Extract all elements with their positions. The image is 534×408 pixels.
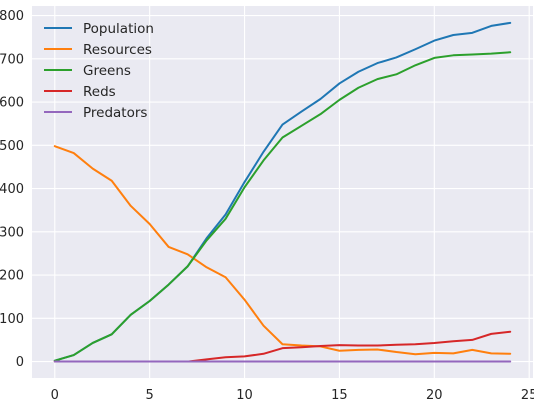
- legend-label-reds: Reds: [83, 84, 116, 100]
- x-tick-label: 10: [236, 388, 253, 403]
- series-line-resources: [53, 145, 512, 356]
- y-axis-ticks: 0 100 200 300 400 500 600 700 800: [0, 9, 24, 370]
- y-tick-label: 600: [0, 96, 24, 111]
- y-tick-label: 0: [16, 355, 24, 370]
- legend-label-population: Population: [83, 21, 154, 37]
- x-axis-ticks: 0 5 10 15 20 25: [51, 388, 534, 403]
- y-tick-label: 700: [0, 52, 24, 67]
- y-tick-label: 200: [0, 269, 24, 284]
- gridlines: [32, 6, 533, 378]
- legend-label-greens: Greens: [83, 63, 131, 79]
- x-tick-label: 5: [146, 388, 154, 403]
- legend-label-resources: Resources: [83, 42, 152, 58]
- legend-label-predators: Predators: [83, 105, 147, 121]
- y-tick-label: 100: [0, 312, 24, 327]
- legend: Population Resources Greens Reds Predators: [44, 21, 154, 121]
- y-tick-label: 500: [0, 139, 24, 154]
- series-line-greens: [53, 51, 512, 362]
- x-tick-label: 25: [521, 388, 534, 403]
- x-tick-label: 20: [426, 388, 443, 403]
- x-tick-label: 15: [331, 388, 348, 403]
- y-tick-label: 800: [0, 9, 24, 24]
- x-tick-label: 0: [51, 388, 59, 403]
- y-tick-label: 300: [0, 225, 24, 240]
- plot-area: [32, 6, 533, 378]
- y-tick-label: 400: [0, 182, 24, 197]
- series-lines: [53, 21, 512, 363]
